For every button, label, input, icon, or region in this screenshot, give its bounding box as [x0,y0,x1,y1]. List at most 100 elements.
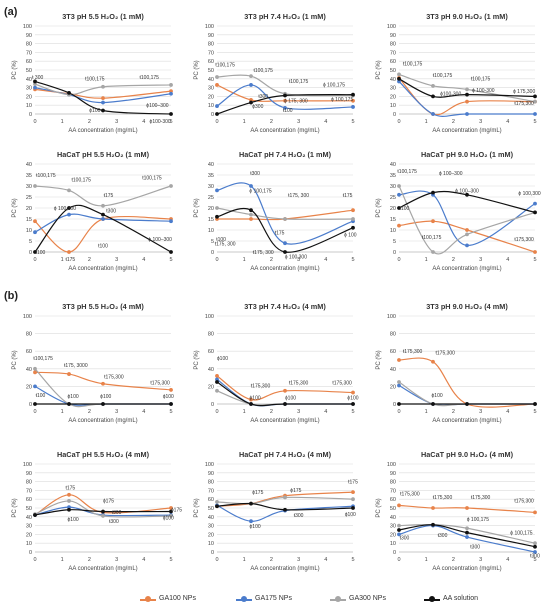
data-point-ga300-nps [431,250,435,254]
data-point-aa-solution [283,507,287,512]
annotation-label: ŧ100,175 [403,62,423,68]
data-point-aa-solution [169,509,173,514]
x-tick-label: 5 [351,409,354,415]
annotation-label: ŧ300 [258,94,268,100]
annotation-label: ϕ 100,175 [510,530,532,536]
annotation-label: ŧ300 [530,553,540,559]
data-point-ga300-nps [465,232,469,237]
annotation-label: ŧ175,300 [471,495,491,501]
data-point-ga300-nps [33,184,37,188]
data-point-ga175-nps [533,112,537,116]
annotation-label: ŧ175,300 [436,351,456,357]
legend-swatch-dot [429,596,435,602]
data-point-ga100-nps [431,506,435,510]
annotation-label: ϕ100 [345,512,356,518]
annotation-label: ŧ100,175 [433,73,453,79]
x-axis-label: AA concentration (mg/mL) [68,128,137,134]
data-point-ga300-nps [33,82,37,86]
chart-title: HaCaT pH 7.4 H₂O₂ (1 mM) [239,150,332,159]
annotation-label: ϕ100–300 [146,103,168,109]
series-line-ga100-nps [34,371,172,391]
x-tick-label: 1 [243,409,246,415]
x-tick-label: 5 [169,409,172,415]
annotation-label: ϕ100-300 [150,119,171,125]
annotation-label: ϕ 100–300 [455,189,479,195]
data-point-ga175-nps [465,243,469,248]
y-tick-label: 30 [208,524,214,530]
data-point-ga100-nps [351,390,355,395]
x-tick-label: 3 [479,119,482,125]
y-tick-label: 30 [208,184,214,190]
x-tick-label: 1 [61,557,64,563]
data-point-ga100-nps [431,219,435,224]
legend: GA100 NPs GA175 NPs GA300 NPs AA solutio… [140,595,550,607]
data-point-ga100-nps [101,381,105,386]
data-point-aa-solution [169,250,173,254]
annotation-label: ŧ175 [65,486,75,492]
annotation-label: ŧ100,175 [140,75,160,81]
x-tick-label: 0 [33,557,36,563]
data-point-aa-solution [283,402,287,406]
data-point-aa-solution [33,513,37,517]
legend-label: AA solution [443,595,479,602]
annotation-label: ŧ100 [36,250,46,256]
data-point-ga175-nps [249,519,253,524]
chart-panel-3: 3T3 pH 9.0 H₂O₂ (1 mM)010203040506070809… [376,12,537,134]
data-point-aa-solution [283,250,287,254]
chart-title: HaCaT pH 9.0 H₂O₂ (1 mM) [421,150,514,159]
data-point-ga175-nps [465,112,469,116]
y-tick-label: 25 [26,195,32,201]
series-line-ga175-nps [34,213,172,233]
y-tick-label: 60 [208,59,214,65]
y-tick-label: 90 [208,471,214,477]
annotation-label: ŧ100,175 [471,77,491,83]
y-tick-label: 100 [23,24,32,30]
y-tick-label: 0 [29,550,32,556]
y-tick-label: 60 [390,59,396,65]
y-tick-label: 60 [26,497,32,503]
data-point-aa-solution [249,501,253,506]
data-point-aa-solution [397,76,401,81]
x-tick-label: 5 [533,119,536,125]
y-tick-label: 40 [26,515,32,521]
x-tick-label: 4 [142,257,145,263]
series-line-ga100-nps [34,215,172,253]
y-tick-label: 10 [390,228,396,234]
annotation-label: ŧ300 [250,171,260,177]
x-tick-label: 4 [142,557,145,563]
y-tick-label: 20 [26,94,32,100]
data-point-aa-solution [101,108,105,113]
y-tick-label: 10 [26,103,32,109]
x-tick-label: 3 [479,257,482,263]
x-tick-label: 5 [169,557,172,563]
annotation-label: ϕ100 [217,356,228,362]
y-tick-label: 20 [208,384,214,390]
y-tick-label: 30 [390,184,396,190]
y-tick-label: 30 [390,524,396,530]
series-line-aa-solution [398,190,536,213]
x-axis-label: AA concentration (mg/mL) [68,566,137,572]
data-point-ga175-nps [283,241,287,246]
annotation-label: ŧ175, 300 [215,241,236,247]
annotation-label: ϕ100 [250,396,261,402]
data-point-ga100-nps [169,506,173,510]
annotation-label: ϕ300 [252,104,263,110]
data-point-aa-solution [431,94,435,99]
series-line-aa-solution [34,80,172,115]
y-tick-label: 20 [208,94,214,100]
annotation-label: ϕ100 [432,393,443,399]
annotation-label: ŧ175,300 [104,374,124,380]
annotation-label: ŧ300 [294,513,304,519]
annotation-label: ϕ 100–300 [148,237,172,243]
annotation-label: ŧ175,300 [514,237,534,243]
data-point-ga300-nps [533,541,537,546]
x-tick-label: 1 [425,119,428,125]
chart-title: 3T3 pH 5.5 H₂O₂ (1 mM) [62,12,144,21]
x-tick-label: 2 [452,409,455,415]
data-point-aa-solution [431,522,435,527]
x-tick-label: 3 [479,409,482,415]
data-point-aa-solution [101,212,105,217]
annotation-label: ϕ100 [250,524,261,530]
series-line-aa-solution [216,208,354,253]
